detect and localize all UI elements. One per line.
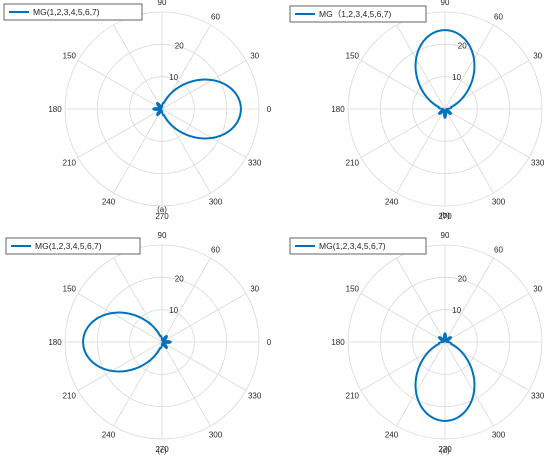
theta-tick-label: 270 (438, 445, 452, 454)
theta-tick-label: 150 (346, 52, 360, 61)
r-tick-label: 10 (452, 73, 461, 82)
theta-tick-label: 210 (346, 159, 360, 168)
theta-tick-label: 30 (250, 285, 259, 294)
panel-caption: (a) (157, 205, 167, 214)
panel-caption: (d) (440, 446, 450, 455)
r-tick-label: 10 (169, 306, 178, 315)
grid-spoke (444, 293, 530, 343)
theta-tick-label: 330 (248, 159, 262, 168)
panel-caption: (c) (157, 446, 167, 455)
grid-spoke (444, 24, 494, 110)
theta-tick-label: 150 (63, 52, 77, 61)
theta-tick-label: 300 (209, 198, 223, 207)
grid-spoke (161, 257, 211, 343)
theta-tick-label: 30 (250, 52, 259, 61)
legend-box (289, 5, 427, 23)
polar-chart-c: 03060901201501802102402703003301020MG(1,… (5, 231, 272, 455)
theta-tick-label: 300 (209, 431, 223, 440)
grid-spoke (161, 341, 247, 391)
theta-tick-label: 330 (531, 392, 545, 401)
theta-tick-label: 60 (211, 245, 220, 254)
grid-spoke (360, 293, 446, 343)
theta-tick-label: 270 (438, 212, 452, 221)
legend-box (5, 237, 141, 255)
r-tick-label: 10 (452, 306, 461, 315)
polar-chart-a: 03060901201501802102402703003301020MG(1,… (3, 0, 272, 221)
theta-tick-label: 240 (102, 431, 116, 440)
polar-chart-d: 03060901201501802102402703003301020MG(1,… (289, 231, 550, 455)
theta-tick-label: 90 (158, 0, 167, 7)
legend-label: MG(1,2,3,4,5,6,7) (35, 241, 102, 251)
r-tick-label: 20 (175, 274, 184, 283)
grid-spoke (396, 24, 446, 110)
theta-tick-label: 180 (48, 105, 62, 114)
theta-tick-label: 180 (331, 338, 345, 347)
theta-tick-label: 300 (492, 198, 506, 207)
grid-spoke (161, 108, 247, 158)
pattern-series-line (82, 311, 172, 373)
legend: MG（1,2,3,4,5,6,7) (289, 5, 427, 23)
pattern-series-line (152, 78, 242, 140)
legend-label: MG(1,2,3,4,5,6,7) (319, 241, 386, 251)
r-tick-label: 20 (458, 41, 467, 50)
theta-tick-label: 60 (494, 12, 503, 21)
grid-spoke (161, 341, 211, 427)
grid-spoke (161, 293, 247, 343)
grid-spoke (161, 60, 247, 110)
theta-tick-label: 270 (155, 212, 169, 221)
panel-caption: (b) (440, 211, 450, 220)
theta-tick-label: 60 (211, 12, 220, 21)
theta-tick-label: 0 (267, 338, 272, 347)
theta-tick-label: 60 (494, 245, 503, 254)
theta-tick-label: 240 (385, 431, 399, 440)
pattern-series-line (414, 332, 476, 422)
theta-tick-label: 30 (533, 52, 542, 61)
theta-tick-label: 210 (63, 159, 77, 168)
legend-box (3, 3, 143, 21)
theta-tick-label: 210 (346, 392, 360, 401)
theta-tick-label: 90 (158, 231, 167, 240)
grid-spoke (77, 293, 163, 343)
grid-spoke (113, 108, 163, 194)
grid-spoke (396, 108, 446, 194)
pattern-series-line (414, 29, 476, 119)
theta-tick-label: 210 (63, 392, 77, 401)
grid-spoke (396, 257, 446, 343)
r-tick-label: 10 (169, 73, 178, 82)
theta-tick-label: 150 (346, 285, 360, 294)
polar-chart-b: 03060901201501802102402703003301020MG（1,… (289, 0, 550, 221)
legend: MG(1,2,3,4,5,6,7) (3, 3, 143, 21)
theta-tick-label: 30 (533, 285, 542, 294)
grid-spoke (444, 341, 494, 427)
theta-tick-label: 330 (248, 392, 262, 401)
grid-spoke (77, 108, 163, 158)
grid-spoke (77, 341, 163, 391)
legend-label: MG（1,2,3,4,5,6,7) (319, 9, 391, 19)
legend: MG(1,2,3,4,5,6,7) (5, 237, 141, 255)
theta-tick-label: 180 (48, 338, 62, 347)
legend-box (289, 237, 427, 255)
theta-tick-label: 240 (102, 198, 116, 207)
grid-spoke (444, 257, 494, 343)
theta-tick-label: 180 (331, 105, 345, 114)
grid-spoke (396, 341, 446, 427)
r-tick-label: 20 (458, 274, 467, 283)
legend: MG(1,2,3,4,5,6,7) (289, 237, 427, 255)
grid-spoke (360, 108, 446, 158)
theta-tick-label: 90 (441, 0, 450, 7)
theta-tick-label: 300 (492, 431, 506, 440)
theta-tick-label: 0 (267, 105, 272, 114)
grid-spoke (77, 60, 163, 110)
theta-tick-label: 240 (385, 198, 399, 207)
theta-tick-label: 330 (531, 159, 545, 168)
theta-tick-label: 150 (63, 285, 77, 294)
grid-spoke (444, 108, 494, 194)
theta-tick-label: 270 (155, 445, 169, 454)
r-tick-label: 20 (175, 41, 184, 50)
legend-label: MG(1,2,3,4,5,6,7) (33, 7, 100, 17)
theta-tick-label: 90 (441, 231, 450, 240)
grid-spoke (113, 24, 163, 110)
grid-spoke (444, 108, 530, 158)
